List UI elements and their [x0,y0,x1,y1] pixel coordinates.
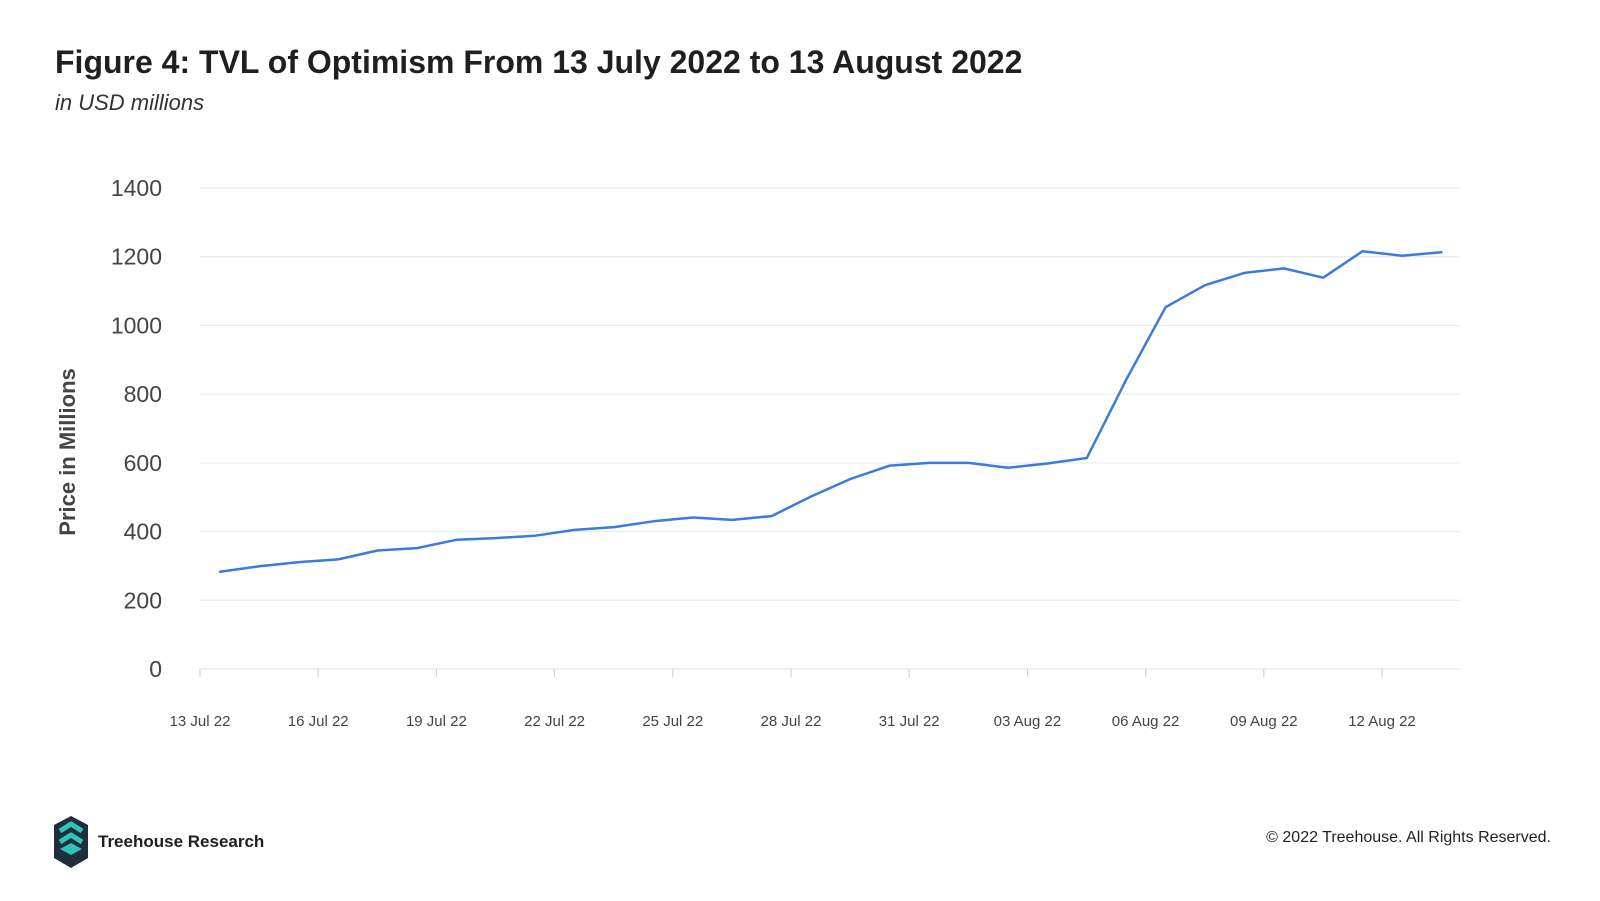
data-point [455,539,457,541]
data-point [337,558,339,560]
y-axis-ticks: 0 200 400 600 800 1000 1200 1400 [111,175,162,682]
data-point [1086,457,1088,459]
x-tick-label: 31 Jul 22 [879,713,940,730]
data-point [731,519,733,521]
data-point [1125,379,1127,381]
data-point [1204,284,1206,286]
data-point [219,571,221,573]
data-point [1046,463,1048,465]
y-tick-label: 0 [149,656,162,682]
y-tick-label: 400 [124,519,162,545]
x-tick-label: 25 Jul 22 [642,713,703,730]
series-layer [218,249,1443,574]
data-point [1283,267,1285,269]
x-tick-label: 19 Jul 22 [406,713,467,730]
data-point [692,517,694,519]
x-axis-ticks: 13 Jul 22 16 Jul 22 19 Jul 22 22 Jul 22 25 J… [170,669,1416,730]
data-point [849,478,851,480]
x-tick-label: 13 Jul 22 [170,713,231,730]
y-axis-label: Price in Millions [55,368,80,535]
data-point [1362,250,1364,252]
data-point [889,465,891,467]
data-point [1243,272,1245,274]
data-point [1440,251,1442,253]
x-tick-label: 03 Aug 22 [994,713,1062,730]
data-point [613,526,615,528]
x-tick-label: 09 Aug 22 [1230,713,1298,730]
y-tick-label: 1200 [111,244,162,270]
x-tick-label: 16 Jul 22 [288,713,349,730]
x-tick-label: 06 Aug 22 [1112,713,1180,730]
y-tick-label: 200 [124,587,162,613]
data-point [1322,277,1324,279]
x-tick-label: 22 Jul 22 [524,713,585,730]
treehouse-logo-icon [54,816,88,868]
data-point [258,565,260,567]
data-point [771,515,773,517]
y-tick-label: 800 [124,381,162,407]
data-point [534,535,536,537]
data-point [416,547,418,549]
data-point [928,462,930,464]
data-point [495,537,497,539]
data-point [574,529,576,531]
chart-title: Figure 4: TVL of Optimism From 13 July 2… [55,44,1023,80]
data-point [968,462,970,464]
brand: Treehouse Research [54,816,264,868]
data-point [652,520,654,522]
x-tick-label: 12 Aug 22 [1348,713,1416,730]
data-point [810,496,812,498]
copyright-notice: © 2022 Treehouse. All Rights Reserved. [1266,829,1551,846]
y-tick-label: 600 [124,450,162,476]
data-point [1401,255,1403,257]
y-tick-label: 1400 [111,175,162,201]
chart-subtitle: in USD millions [55,90,205,115]
data-point [1007,467,1009,469]
brand-name: Treehouse Research [98,832,265,851]
y-tick-label: 1000 [111,312,162,338]
data-point [1165,306,1167,308]
gridlines [200,187,1460,670]
series-line-tvl [218,249,1443,574]
x-tick-label: 28 Jul 22 [761,713,822,730]
data-point [377,550,379,552]
data-point [298,561,300,563]
